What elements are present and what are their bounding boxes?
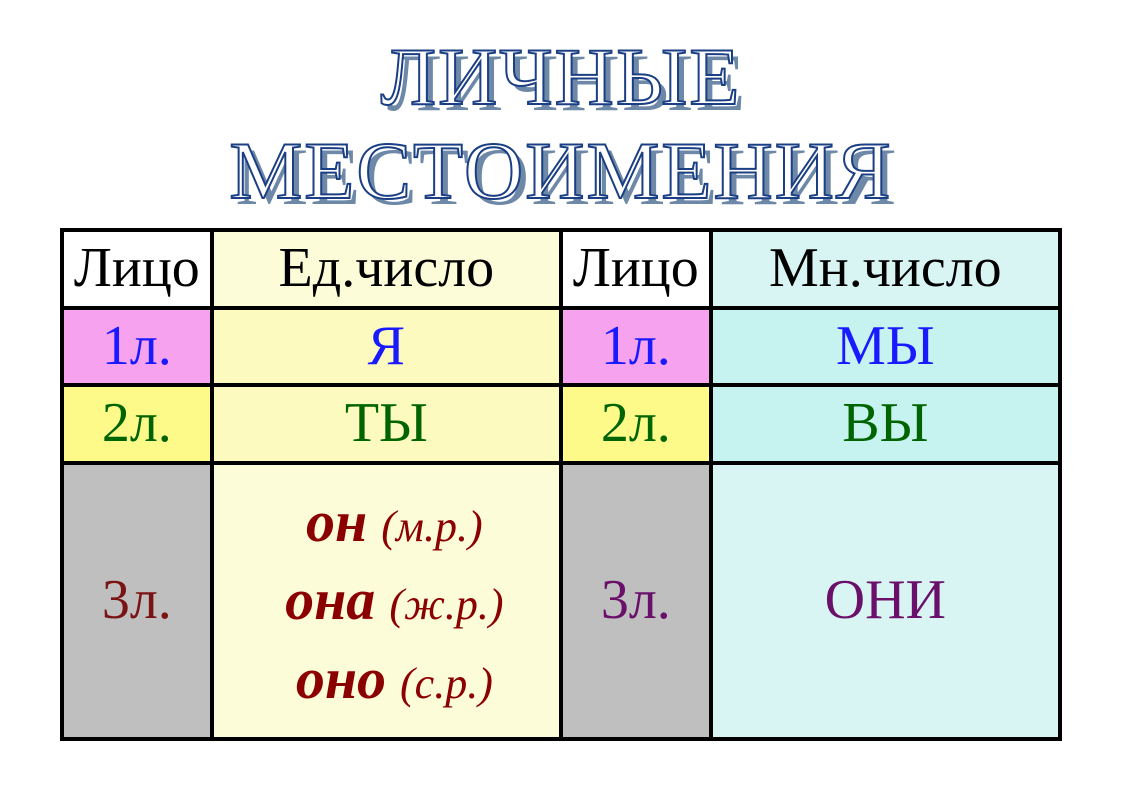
header-person-left: Лицо (62, 230, 212, 308)
cell-3-person-left: 3л. (62, 463, 212, 739)
cell-2-person-left: 2л. (62, 385, 212, 463)
cell-1-plural: МЫ (711, 308, 1060, 386)
table-row: 3л. он (м.р.) она (ж.р.) оно (с.р.) 3л. … (62, 463, 1060, 739)
cell-3-plural: ОНИ (711, 463, 1060, 739)
cell-2-singular: ТЫ (212, 385, 561, 463)
table-row: 1л. Я 1л. МЫ (62, 308, 1060, 386)
cell-3-singular: он (м.р.) она (ж.р.) оно (с.р.) (212, 463, 561, 739)
third-sg-pronoun: он (306, 489, 367, 554)
third-sg-line: оно (с.р.) (234, 640, 555, 719)
cell-3-person-right: 3л. (561, 463, 711, 739)
page: ЛИЧНЫЕ МЕСТОИМЕНИЯ ЛИЧНЫЕ МЕСТОИМЕНИЯ Ли… (0, 0, 1122, 793)
third-sg-pronoun: она (285, 567, 375, 632)
third-sg-pronoun: оно (296, 646, 386, 711)
cell-2-plural: ВЫ (711, 385, 1060, 463)
header-person-right: Лицо (561, 230, 711, 308)
cell-1-person-left: 1л. (62, 308, 212, 386)
third-sg-gender: (с.р.) (400, 659, 493, 708)
table-header-row: Лицо Ед.число Лицо Мн.число (62, 230, 1060, 308)
table-row: 2л. ТЫ 2л. ВЫ (62, 385, 1060, 463)
header-singular: Ед.число (212, 230, 561, 308)
third-sg-line: она (ж.р.) (234, 561, 555, 640)
page-title: ЛИЧНЫЕ МЕСТОИМЕНИЯ ЛИЧНЫЕ МЕСТОИМЕНИЯ (60, 30, 1062, 218)
pronouns-table: Лицо Ед.число Лицо Мн.число 1л. Я 1л. МЫ… (60, 228, 1062, 741)
third-sg-line: он (м.р.) (234, 483, 555, 562)
third-sg-gender: (м.р.) (381, 502, 482, 551)
header-plural: Мн.число (711, 230, 1060, 308)
third-sg-gender: (ж.р.) (389, 580, 503, 629)
cell-1-person-right: 1л. (561, 308, 711, 386)
cell-1-singular: Я (212, 308, 561, 386)
cell-2-person-right: 2л. (561, 385, 711, 463)
